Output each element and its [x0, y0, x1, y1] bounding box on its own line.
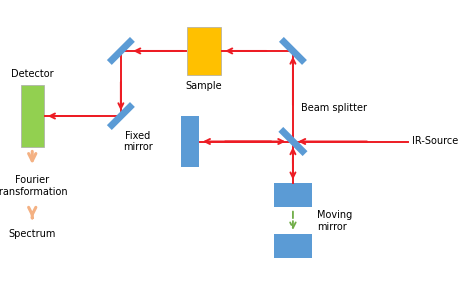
- Bar: [187, 27, 221, 75]
- Bar: [21, 85, 44, 147]
- Text: Moving
mirror: Moving mirror: [317, 210, 352, 231]
- Polygon shape: [279, 37, 307, 65]
- Text: Detector: Detector: [11, 69, 54, 79]
- Text: Sample: Sample: [185, 81, 222, 91]
- Polygon shape: [107, 37, 135, 65]
- Polygon shape: [278, 127, 308, 156]
- Text: Fixed
mirror: Fixed mirror: [123, 131, 153, 152]
- Text: Fourier
transformation: Fourier transformation: [0, 175, 69, 197]
- Polygon shape: [107, 102, 135, 130]
- Bar: [274, 234, 312, 258]
- Text: Spectrum: Spectrum: [9, 229, 56, 239]
- Text: Beam splitter: Beam splitter: [301, 102, 367, 113]
- Text: IR-Source: IR-Source: [412, 136, 459, 147]
- Bar: [274, 183, 312, 207]
- Bar: [181, 116, 199, 167]
